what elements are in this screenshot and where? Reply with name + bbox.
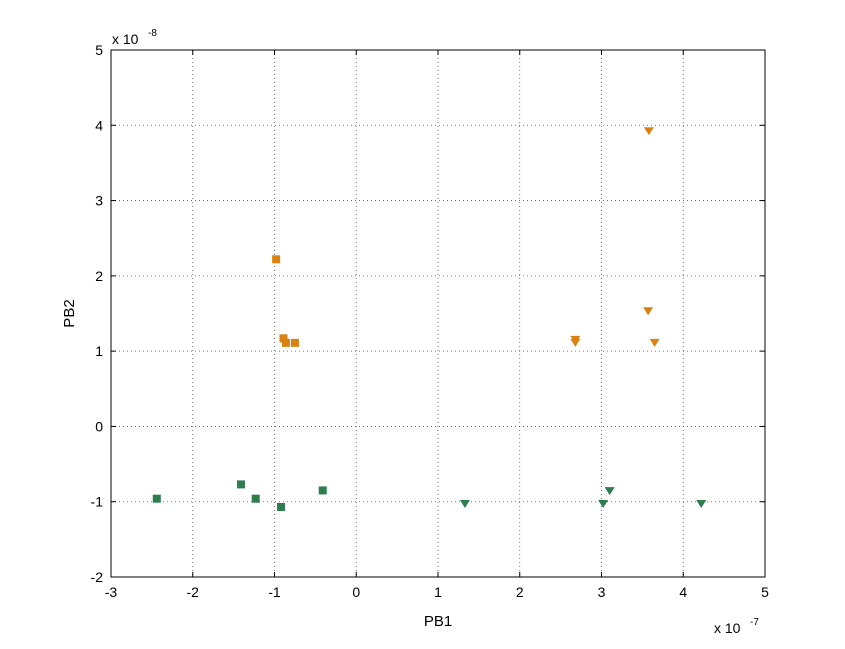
data-point-triangle bbox=[598, 499, 609, 508]
y-tick-label: 5 bbox=[95, 42, 103, 58]
x-multiplier-base: x 10 bbox=[714, 620, 741, 636]
x-tick-label: 1 bbox=[434, 584, 442, 600]
data-point-square bbox=[152, 494, 161, 503]
x-tick-label: 3 bbox=[598, 584, 606, 600]
x-tick-label: -1 bbox=[268, 584, 281, 600]
grid bbox=[111, 50, 765, 577]
data-point-square bbox=[277, 502, 286, 511]
data-point-square bbox=[281, 338, 290, 347]
data-point-triangle bbox=[570, 338, 581, 347]
x-tick-label: 0 bbox=[352, 584, 360, 600]
data-point-square bbox=[251, 494, 260, 503]
y-multiplier-base: x 10 bbox=[112, 31, 139, 47]
x-axis-label: PB1 bbox=[424, 613, 452, 630]
y-tick-label: -1 bbox=[91, 494, 104, 510]
data-point-triangle bbox=[604, 487, 615, 496]
y-multiplier-exponent: -8 bbox=[148, 28, 157, 39]
data-point-square bbox=[236, 480, 245, 489]
x-tick-label: -3 bbox=[105, 584, 118, 600]
data-point-triangle bbox=[696, 499, 707, 508]
x-tick-label: 4 bbox=[679, 584, 687, 600]
data-point-square bbox=[290, 338, 299, 347]
x-multiplier-exponent: -7 bbox=[750, 617, 759, 628]
data-point-triangle bbox=[459, 499, 470, 508]
x-tick-label: 5 bbox=[761, 584, 769, 600]
plot-area-frame bbox=[110, 49, 766, 578]
y-tick-label: 4 bbox=[95, 117, 103, 133]
data-point-triangle bbox=[643, 127, 654, 136]
y-tick-label: -2 bbox=[91, 569, 104, 585]
y-tick-label: 3 bbox=[95, 193, 103, 209]
x-tick-label: -2 bbox=[187, 584, 200, 600]
y-tick-label: 0 bbox=[95, 418, 103, 434]
y-axis-multiplier: x 10 -8 bbox=[112, 28, 157, 47]
data-point-square bbox=[272, 255, 281, 264]
data-point-triangle bbox=[649, 338, 660, 347]
data-markers bbox=[152, 127, 707, 511]
x-axis-multiplier: x 10 -7 bbox=[714, 617, 759, 636]
data-point-square bbox=[318, 486, 327, 495]
y-tick-label: 1 bbox=[95, 343, 103, 359]
y-tick-label: 2 bbox=[95, 268, 103, 284]
x-tick-label: 2 bbox=[516, 584, 524, 600]
data-point-square bbox=[279, 334, 288, 343]
y-axis-label: PB2 bbox=[61, 299, 78, 327]
data-point-triangle bbox=[643, 307, 654, 316]
